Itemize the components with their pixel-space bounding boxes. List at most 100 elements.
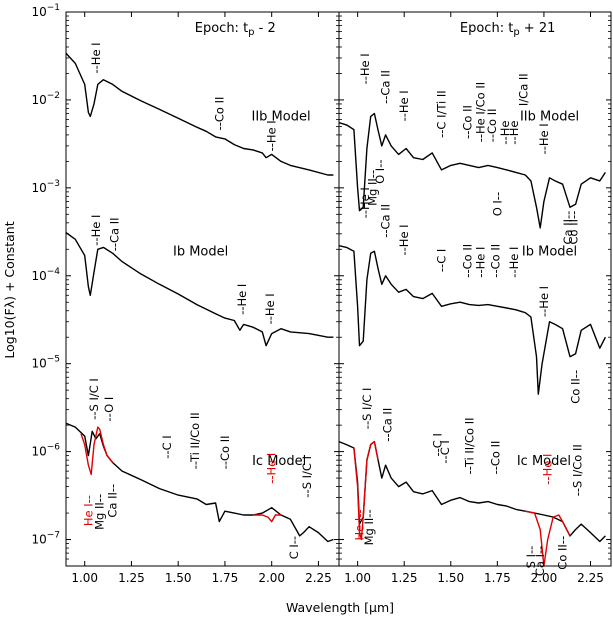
line-annotation: --Co II <box>461 244 475 278</box>
line-annotation: C I-- <box>287 536 301 559</box>
line-annotation: --He I <box>507 247 521 278</box>
y-tick-label: 10−5 <box>31 355 60 371</box>
line-annotation: I/Ca II <box>516 73 530 106</box>
line-annotation: --C I/Ti II <box>435 90 449 138</box>
line-annotation: --He I <box>358 187 372 218</box>
x-axis-label: Wavelength [μm] <box>286 600 394 615</box>
series-line-ic-model-1 <box>80 426 114 476</box>
panel-2: 1.00 1.25 1.50 1.75 2.00 2.25 IIb Model Ib Mode… <box>338 11 612 585</box>
y-tick-label: 10−1 <box>31 3 60 19</box>
line-annotation: --He I <box>541 454 555 485</box>
model-label: Ib Model <box>522 245 577 260</box>
line-annotation: --S I/Co II <box>571 444 585 496</box>
epoch-title: Epoch: tp - 2 <box>195 21 276 38</box>
line-annotation: Mg II-- <box>362 509 376 545</box>
y-axis-label: Log10(Fλ) + Constant <box>2 221 17 358</box>
line-annotation: --Co II <box>461 105 475 139</box>
line-annotation: --He I <box>263 293 277 324</box>
series-line-ib-model-0 <box>66 232 334 347</box>
line-annotation: --S I/C I <box>300 456 314 498</box>
line-annotation: Co II-- <box>567 211 581 245</box>
x-tick-label: 1.50 <box>165 571 192 585</box>
series-line-ic-model-0 <box>66 422 334 543</box>
panel-frame <box>65 11 340 567</box>
x-tick-label: 1.25 <box>391 571 418 585</box>
line-annotation: --C I <box>438 440 452 463</box>
line-annotation: --He I <box>537 123 551 154</box>
line-annotation: Mg II-- <box>366 170 380 206</box>
line-annotation: --He I <box>358 53 372 84</box>
epoch-title: Epoch: tp + 21 <box>460 21 555 38</box>
series-line-iib-model-0 <box>339 112 606 229</box>
line-annotation: --Ca II <box>379 70 393 104</box>
series-line-ic-model-2 <box>253 514 281 523</box>
line-annotation: --He I <box>89 42 103 73</box>
series-line-ic-model-2 <box>525 510 571 566</box>
line-annotation: --He I <box>235 284 249 315</box>
y-tick-label: 10−6 <box>31 443 60 459</box>
series-line-iib-model-0 <box>66 52 334 176</box>
line-annotation: --He I <box>397 90 411 121</box>
series-group <box>339 112 607 566</box>
x-tick-label: 2.25 <box>305 571 332 585</box>
panel-1: 10−1 10−2 10−3 10−4 10−5 10−6 10−7 1.00 1.25 1.50… <box>31 3 340 585</box>
panel-frame <box>338 11 612 567</box>
line-annotation: --Co II <box>212 97 226 131</box>
line-annotation: Ca II-- <box>561 211 575 245</box>
line-annotation: --O I <box>102 397 116 422</box>
line-annotation: --C I <box>431 433 445 456</box>
line-annotation: --He I <box>265 120 279 151</box>
line-annotation: --He I <box>89 215 103 246</box>
line-annotation: O I-- <box>490 192 504 216</box>
x-tick-label: 1.75 <box>212 571 239 585</box>
line-annotation: Ca II-- <box>106 484 120 518</box>
model-label: IIb Model <box>520 110 579 125</box>
x-tick-label: 1.50 <box>437 571 464 585</box>
y-tick-label: 10−2 <box>31 91 60 107</box>
panels-group: 10−1 10−2 10−3 10−4 10−5 10−6 10−7 1.00 1.25 1.50… <box>31 3 612 585</box>
line-annotation: --C I <box>160 435 174 458</box>
x-tick-label: 1.75 <box>484 571 511 585</box>
line-annotation: --S I/C I <box>360 388 374 430</box>
line-annotation: --C I <box>435 249 449 272</box>
line-annotation: --Ti II/Co II <box>462 417 476 474</box>
series-line-ic-model-1 <box>353 440 379 541</box>
model-label: Ic Model <box>252 454 306 469</box>
line-annotation: --Co II <box>489 441 503 475</box>
model-label: Ib Model <box>173 245 228 260</box>
model-label: IIb Model <box>251 110 310 125</box>
line-annotation: Co II-- <box>569 370 583 404</box>
line-annotation: --Ca II <box>379 204 393 238</box>
line-annotation: --He I <box>474 247 488 278</box>
x-tick-label: 2.00 <box>531 571 558 585</box>
x-tick-label: 1.00 <box>344 571 371 585</box>
line-annotation: --Co II <box>485 108 499 142</box>
line-annotation: --He I <box>537 286 551 317</box>
line-annotation: --He <box>498 121 512 145</box>
line-annotation: --Ca II <box>108 217 122 251</box>
line-annotation: --He I <box>265 453 279 484</box>
x-tick-label: 1.00 <box>71 571 98 585</box>
line-annotation: --Ti II/Co II <box>188 412 202 469</box>
line-annotation: He I-- <box>353 509 367 540</box>
x-tick-label: 2.25 <box>577 571 604 585</box>
series-line-ib-model-0 <box>339 245 607 395</box>
series-group <box>66 52 334 543</box>
line-annotation: Ca I-- <box>533 546 547 576</box>
x-tick-label: 1.25 <box>118 571 145 585</box>
line-annotation: --Co II <box>489 244 503 278</box>
line-annotation: --He I/Co II <box>474 82 488 142</box>
line-annotation: --He I <box>397 224 411 255</box>
line-annotation: --S I/C I <box>87 378 101 420</box>
model-label: Ic Model <box>517 454 571 469</box>
line-annotation: Co II-- <box>556 536 570 570</box>
y-tick-label: 10−7 <box>31 531 60 547</box>
line-annotation: Mg II-- <box>93 494 107 530</box>
line-annotation: S I-- <box>524 546 538 569</box>
line-annotation: He I-- <box>81 495 95 526</box>
line-annotation: O I-- <box>373 160 387 184</box>
line-annotation: --Ca II <box>380 408 394 442</box>
y-tick-label: 10−3 <box>31 179 60 195</box>
line-annotation: --He <box>507 121 521 145</box>
